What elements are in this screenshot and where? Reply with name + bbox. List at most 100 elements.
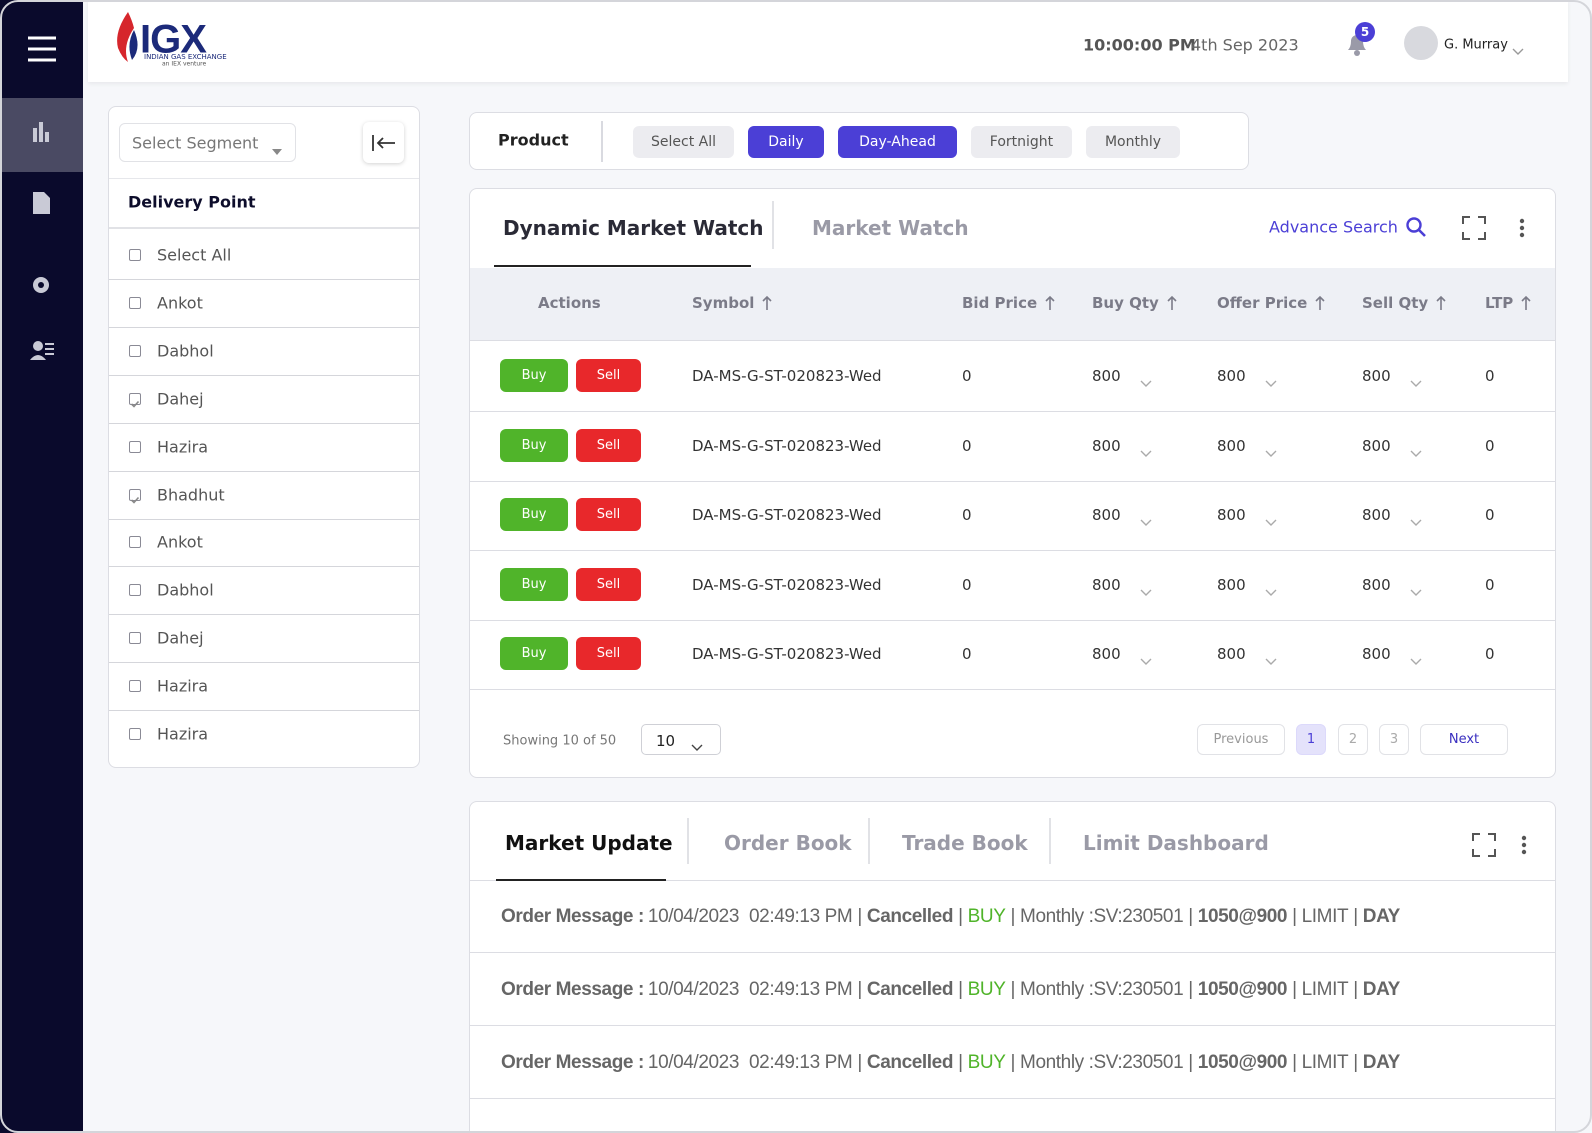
message-quantity-price: 1050@900	[1197, 906, 1288, 927]
dropdown-caret-svg	[272, 149, 282, 155]
sell-qty[interactable]: 800	[1362, 367, 1391, 385]
checkbox[interactable]	[129, 440, 141, 453]
segment-select[interactable]	[119, 123, 296, 162]
separator: |	[1010, 1052, 1016, 1073]
offer-price[interactable]: 800	[1217, 367, 1246, 385]
advance-search[interactable]: Advance Search	[1269, 217, 1398, 237]
sort-arrow[interactable]	[1045, 295, 1055, 311]
delivery-point[interactable]: Ankot	[157, 293, 203, 313]
offer-price[interactable]: 800	[1217, 645, 1246, 664]
menu-icon[interactable]	[0, 0, 83, 98]
delivery-point[interactable]: Hazira	[157, 437, 209, 457]
more-icon[interactable]	[1519, 218, 1525, 238]
offer-price[interactable]: 800	[1217, 575, 1246, 594]
fullscreen-icon[interactable]	[1472, 833, 1496, 857]
tab[interactable]: Order Book	[724, 831, 852, 855]
more-icon[interactable]	[1521, 835, 1527, 855]
product-option[interactable]: Monthly	[1086, 126, 1180, 158]
sort-arrow[interactable]	[1167, 295, 1177, 311]
nav-icons[interactable]	[0, 98, 83, 498]
buy-qty[interactable]: 800	[1092, 367, 1121, 385]
sell-button[interactable]: Sell	[576, 637, 641, 671]
sort-arrow[interactable]	[1521, 295, 1531, 311]
product-option[interactable]: Fortnight	[971, 126, 1072, 158]
checkbox[interactable]	[129, 249, 141, 261]
buy-button[interactable]: Buy	[500, 428, 568, 462]
sort-arrow[interactable]	[1436, 295, 1446, 311]
delivery-point[interactable]: Dahej	[157, 389, 204, 409]
sell-qty[interactable]: 800	[1362, 436, 1391, 455]
market-update-card	[469, 801, 1556, 1133]
buy-button[interactable]: Buy	[500, 637, 568, 671]
checkbox[interactable]	[129, 536, 141, 549]
delivery-point[interactable]: Bhadhut	[157, 485, 225, 504]
search-icon[interactable]	[1405, 216, 1427, 238]
message-label: Order Message :	[501, 906, 644, 927]
sell-button[interactable]: Sell	[576, 567, 641, 601]
column-header[interactable]: Buy Qty	[1092, 294, 1159, 312]
product-option[interactable]: Daily	[748, 126, 824, 158]
buy-qty[interactable]: 800	[1092, 506, 1121, 525]
sort-arrow[interactable]	[762, 295, 772, 311]
message-quantity-price: 1050@900	[1197, 1052, 1288, 1073]
page-size-select[interactable]	[641, 724, 721, 755]
buy-qty[interactable]: 800	[1092, 575, 1121, 594]
tab[interactable]: Dynamic Market Watch	[503, 216, 764, 240]
user-name[interactable]: G. Murray	[1444, 37, 1508, 53]
more-icon-svg	[1521, 835, 1527, 855]
checkbox[interactable]	[129, 392, 141, 408]
page-number[interactable]: 1	[1296, 724, 1326, 755]
product-option[interactable]: Select All	[633, 126, 734, 158]
ltp: 0	[1485, 506, 1495, 525]
tab[interactable]: Market Watch	[812, 216, 969, 240]
checkbox[interactable]	[129, 344, 141, 357]
tab[interactable]: Trade Book	[902, 831, 1028, 855]
delivery-point[interactable]: Hazira	[157, 724, 209, 744]
checkbox[interactable]	[129, 296, 141, 309]
page-number[interactable]: 3	[1379, 724, 1409, 755]
buy-button[interactable]: Buy	[500, 498, 568, 532]
delivery-point[interactable]: Hazira	[157, 676, 209, 696]
product-option[interactable]: Day-Ahead	[838, 126, 957, 158]
checkbox[interactable]	[129, 488, 141, 504]
checkbox[interactable]	[129, 728, 141, 740]
fullscreen-icon[interactable]	[1462, 216, 1486, 240]
next-button[interactable]: Next	[1420, 724, 1508, 755]
chevron	[1410, 373, 1422, 387]
column-header[interactable]: Bid Price	[962, 294, 1038, 312]
checkbox[interactable]	[129, 584, 141, 597]
delivery-point[interactable]: Dahej	[157, 628, 204, 648]
column-header[interactable]: Symbol	[692, 294, 755, 312]
column-header[interactable]: LTP	[1485, 294, 1514, 312]
column-header[interactable]: Sell Qty	[1362, 294, 1429, 312]
sell-button[interactable]: Sell	[576, 359, 641, 392]
avatar[interactable]	[1404, 26, 1438, 60]
tab-divider	[1049, 818, 1051, 864]
tab-divider	[687, 818, 689, 864]
tab[interactable]: Limit Dashboard	[1083, 831, 1269, 855]
checkbox[interactable]	[129, 632, 141, 645]
buy-button[interactable]: Buy	[500, 567, 568, 601]
previous-button[interactable]: Previous	[1197, 724, 1285, 755]
sell-qty[interactable]: 800	[1362, 645, 1391, 664]
chevron	[1265, 443, 1277, 457]
page-number[interactable]: 2	[1338, 724, 1368, 755]
delivery-point[interactable]: Dabhol	[157, 341, 214, 361]
buy-qty[interactable]: 800	[1092, 436, 1121, 455]
sell-button[interactable]: Sell	[576, 498, 641, 532]
delivery-point[interactable]: Dabhol	[157, 580, 214, 600]
delivery-point[interactable]: Select All	[157, 245, 232, 265]
offer-price[interactable]: 800	[1217, 506, 1246, 525]
checkbox[interactable]	[129, 680, 141, 693]
tab[interactable]: Market Update	[505, 831, 673, 855]
offer-price[interactable]: 800	[1217, 436, 1246, 455]
sort-arrow[interactable]	[1315, 295, 1325, 311]
buy-button[interactable]: Buy	[500, 359, 568, 392]
column-header[interactable]: Offer Price	[1217, 294, 1308, 312]
chevron-svg	[1140, 658, 1152, 666]
sell-qty[interactable]: 800	[1362, 506, 1391, 525]
buy-qty[interactable]: 800	[1092, 645, 1121, 664]
sell-qty[interactable]: 800	[1362, 575, 1391, 594]
delivery-point[interactable]: Ankot	[157, 532, 203, 552]
sell-button[interactable]: Sell	[576, 428, 641, 462]
